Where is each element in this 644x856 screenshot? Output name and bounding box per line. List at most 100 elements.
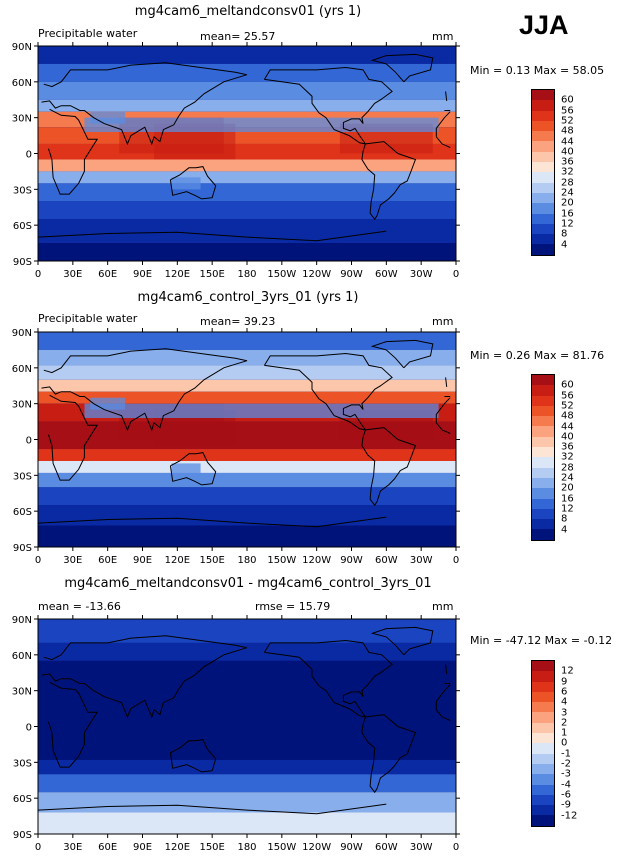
colorbar-3 [531, 660, 555, 827]
lat-tick-label: 60N [12, 651, 32, 662]
coastline [169, 739, 217, 773]
dry-patch [90, 111, 126, 124]
coastline [48, 394, 99, 481]
coastline [41, 635, 248, 719]
coastline [435, 709, 451, 721]
lon-tick-label: 60E [98, 842, 117, 853]
field-band [38, 349, 456, 366]
colorbar-swatch [532, 498, 554, 509]
coastline [435, 422, 451, 434]
colorbar-tick-label: 36 [561, 156, 574, 168]
field-band [38, 391, 456, 404]
colorbar-swatch [532, 416, 554, 427]
colorbar-swatch [532, 151, 554, 163]
lon-tick-label: 90W [340, 269, 363, 280]
lon-tick-label: 150E [199, 555, 224, 566]
colorbar-swatch [532, 426, 554, 437]
lon-tick-label: 30E [63, 555, 82, 566]
colorbar-tick-label: 16 [561, 208, 574, 220]
colorbar-tick-label: 52 [561, 115, 574, 127]
panel-3-unit: mm [432, 600, 454, 613]
coastline [246, 230, 387, 242]
lon-tick-label: 90W [340, 842, 363, 853]
colorbar-2 [531, 374, 555, 541]
field-band [38, 449, 456, 461]
lon-tick-label: 30W [410, 842, 433, 853]
colorbar-swatch [532, 447, 554, 458]
field-band [38, 759, 456, 775]
lat-tick-label: 90N [12, 328, 32, 339]
colorbar-tick-label: 3 [561, 707, 568, 718]
colorbar-swatch [532, 702, 554, 713]
coastline [361, 141, 417, 221]
colorbar-tick-label: 4 [561, 239, 568, 250]
colorbar-swatch [532, 110, 554, 121]
coastline [445, 91, 448, 101]
colorbar-tick-label: 56 [561, 105, 574, 117]
field-band [38, 642, 456, 661]
colorbar-swatch [532, 213, 554, 224]
lon-tick-label: 0 [35, 842, 41, 853]
field-band [38, 472, 456, 488]
panel-3-mean-label: mean = -13.66 [38, 600, 121, 613]
lon-tick-label: 60E [98, 269, 117, 280]
panel-1-mean-label: mean= 25.57 [200, 30, 276, 43]
colorbar-swatch [532, 385, 554, 396]
colorbar-tick-label: 8 [561, 513, 568, 525]
field-band [38, 505, 456, 526]
colorbar-tick-label: -3 [561, 768, 571, 780]
panel-1-variable-label: Precipitable water [38, 27, 138, 40]
coastline [48, 108, 99, 195]
colorbar-tick-label: 16 [561, 493, 574, 505]
lat-tick-label: 30N [12, 400, 32, 411]
lat-tick-label: 0 [26, 150, 32, 161]
coastline [445, 377, 448, 387]
lat-tick-label: 90S [13, 830, 32, 841]
lon-tick-label: 150W [267, 555, 296, 566]
lat-tick-label: 90N [12, 42, 32, 53]
colorbar-swatch [532, 805, 554, 816]
lon-tick-label: 0 [35, 555, 41, 566]
colorbar-swatch [532, 733, 554, 744]
colorbar-swatch [532, 519, 554, 530]
field-band [38, 365, 456, 380]
panel-3-title: mg4cam6_meltandconsv01 - mg4cam6_control… [64, 576, 432, 591]
colorbar-swatch [532, 436, 554, 448]
colorbar-swatch [532, 405, 554, 417]
colorbar-swatch [532, 529, 554, 540]
colorbar-tick-label: 44 [561, 136, 574, 147]
lat-tick-label: 60N [12, 78, 32, 89]
colorbar-swatch [532, 691, 554, 703]
lon-tick-label: 150E [199, 269, 224, 280]
colorbar-tick-label: 48 [561, 125, 574, 137]
lat-tick-label: 60S [13, 221, 32, 232]
coastline [263, 66, 393, 145]
colorbar-tick-label: 6 [561, 686, 568, 698]
field-band [38, 219, 456, 244]
lon-tick-label: 0 [453, 555, 459, 566]
lon-tick-label: 180 [237, 555, 256, 566]
lon-tick-label: 60W [375, 269, 398, 280]
colorbar-tick-label: 60 [561, 94, 574, 106]
coastline [169, 452, 217, 486]
colorbar-swatch [532, 753, 554, 764]
lat-tick-label: 60S [13, 794, 32, 805]
lon-tick-label: 120W [302, 269, 331, 280]
colorbar-swatch [532, 192, 554, 204]
coastline [445, 664, 448, 674]
coastline [370, 626, 434, 656]
colorbar-tick-label: 28 [561, 462, 574, 474]
coastline [361, 427, 417, 507]
coastline [41, 62, 248, 146]
colorbar-tick-label: 40 [561, 146, 574, 158]
colorbar-tick-label: 24 [561, 472, 574, 484]
colorbar-swatch [532, 141, 554, 152]
lon-tick-label: 90W [340, 555, 363, 566]
lat-tick-label: 90N [12, 615, 32, 626]
colorbar-tick-label: 28 [561, 177, 574, 189]
lat-tick-label: 30S [13, 758, 32, 769]
panel-1-unit: mm [432, 30, 454, 43]
colorbar-tick-label: 48 [561, 410, 574, 422]
